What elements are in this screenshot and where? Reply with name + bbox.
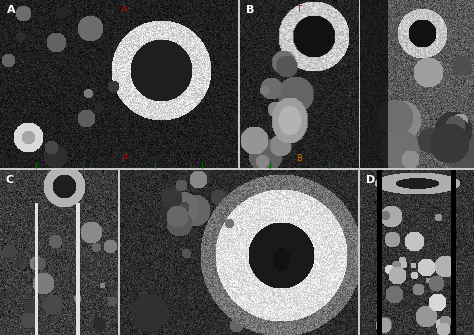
Text: T: T bbox=[297, 5, 301, 14]
Text: P: P bbox=[121, 154, 127, 163]
Text: D: D bbox=[366, 175, 375, 185]
Text: C: C bbox=[6, 175, 14, 185]
Text: A: A bbox=[7, 5, 16, 15]
Text: B: B bbox=[246, 5, 254, 15]
Text: A: A bbox=[121, 5, 127, 14]
Text: B: B bbox=[296, 154, 302, 163]
